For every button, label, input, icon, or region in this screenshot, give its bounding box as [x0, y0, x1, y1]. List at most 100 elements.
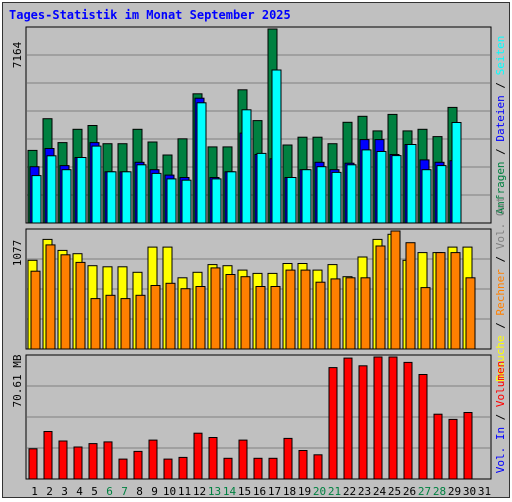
bar-seiten-day-26 — [406, 144, 417, 224]
bar-volumen-day-29 — [448, 418, 458, 480]
bar-volumen-day-24 — [373, 356, 383, 480]
x-tick-label: 20 — [313, 485, 326, 498]
bar-seiten-day-12 — [196, 102, 207, 224]
ymax-label: 1077 — [11, 240, 24, 267]
bar-rechner-day-16 — [255, 286, 266, 350]
bar-rechner-day-8 — [135, 294, 146, 350]
bar-rechner-day-23 — [360, 277, 371, 350]
x-tick-label: 14 — [223, 485, 237, 498]
bar-volumen-day-19 — [298, 450, 308, 480]
bar-rechner-day-5 — [90, 298, 101, 350]
bar-seiten-day-7 — [121, 171, 132, 224]
bar-seiten-day-29 — [451, 122, 462, 224]
x-tick-label: 24 — [373, 485, 387, 498]
bar-seiten-day-19 — [301, 169, 312, 224]
bar-seiten-day-24 — [376, 151, 387, 224]
x-tick-label: 13 — [208, 485, 221, 498]
bar-volumen-day-30 — [463, 412, 473, 480]
bar-rechner-day-26 — [405, 242, 416, 350]
bar-seiten-day-25 — [391, 155, 402, 224]
bar-volumen-day-8 — [133, 450, 143, 480]
bar-seiten-day-5 — [91, 145, 102, 224]
bar-seiten-day-21 — [331, 171, 342, 224]
x-tick-label: 23 — [358, 485, 371, 498]
bar-seiten-day-23 — [361, 149, 372, 224]
bar-rechner-day-10 — [165, 282, 176, 350]
bar-seiten-day-9 — [151, 172, 162, 224]
bar-volumen-day-15 — [238, 439, 248, 480]
x-tick-label: 7 — [121, 485, 128, 498]
x-tick-label: 31 — [478, 485, 491, 498]
bar-volumen-day-26 — [403, 361, 413, 480]
bar-seiten-day-8 — [136, 164, 147, 224]
bar-rechner-day-19 — [300, 269, 311, 350]
x-tick-label: 27 — [418, 485, 431, 498]
bar-volumen-day-18 — [283, 437, 293, 480]
ymax-label: 70.61 MB — [11, 354, 24, 407]
bar-rechner-day-17 — [270, 286, 281, 350]
bar-volumen-day-4 — [73, 446, 83, 480]
x-tick-label: 16 — [253, 485, 266, 498]
legend-item: Dateien — [494, 95, 507, 141]
x-tick-label: 4 — [76, 485, 83, 498]
legend-bottom: Vol. In / Volumen — [494, 361, 507, 474]
legend-item: Rechner — [494, 269, 507, 316]
bar-volumen-day-16 — [253, 457, 263, 480]
bar-rechner-day-22 — [345, 277, 356, 350]
bar-seiten-day-4 — [76, 157, 87, 224]
x-tick-label: 28 — [433, 485, 446, 498]
bar-rechner-day-27 — [420, 287, 431, 350]
legend-separator: / — [494, 315, 507, 335]
legend-separator: / — [494, 407, 507, 427]
legend-item: Vol. Out — [494, 196, 507, 249]
legend-separator: / — [494, 249, 507, 269]
bar-rechner-day-28 — [435, 252, 446, 350]
bar-volumen-day-20 — [313, 454, 323, 480]
bar-seiten-day-13 — [211, 178, 222, 224]
bar-seiten-day-22 — [346, 164, 357, 224]
legend-separator: / — [494, 142, 507, 162]
x-tick-label: 11 — [178, 485, 191, 498]
legend-item: Vol. In — [494, 427, 507, 473]
bar-seiten-day-2 — [46, 155, 57, 224]
bar-rechner-day-24 — [375, 245, 386, 350]
bar-rechner-day-20 — [315, 281, 326, 350]
bar-volumen-day-14 — [223, 457, 233, 480]
bar-volumen-day-27 — [418, 374, 428, 480]
x-tick-label: 19 — [298, 485, 311, 498]
bar-rechner-day-18 — [285, 269, 296, 350]
bar-seiten-day-15 — [241, 109, 252, 224]
bar-volumen-day-17 — [268, 457, 278, 480]
bar-volumen-day-1 — [28, 448, 38, 480]
x-tick-label: 1 — [31, 485, 38, 498]
x-tick-label: 18 — [283, 485, 296, 498]
x-tick-label: 8 — [136, 485, 143, 498]
bar-seiten-day-11 — [181, 179, 192, 224]
bar-rechner-day-3 — [60, 254, 71, 350]
bar-rechner-day-21 — [330, 278, 341, 350]
bar-seiten-day-28 — [436, 165, 447, 224]
x-tick-label: 25 — [388, 485, 401, 498]
bar-volumen-day-25 — [388, 356, 398, 480]
legend-item: Anfragen — [494, 161, 507, 214]
bar-rechner-day-2 — [45, 244, 56, 350]
chart-title: Tages-Statistik im Monat September 2025 — [9, 8, 291, 22]
legend-separator: / — [494, 75, 507, 95]
x-tick-label: 2 — [46, 485, 53, 498]
bar-seiten-day-14 — [226, 171, 237, 224]
bar-rechner-day-13 — [210, 267, 221, 350]
x-tick-label: 3 — [61, 485, 68, 498]
bar-rechner-day-4 — [75, 261, 86, 350]
bar-seiten-day-16 — [256, 152, 267, 224]
bar-volumen-day-21 — [328, 367, 338, 480]
legend-item: Volumen — [494, 361, 507, 407]
bar-volumen-day-10 — [163, 458, 173, 480]
bar-rechner-day-9 — [150, 285, 161, 350]
bar-rechner-day-7 — [120, 298, 131, 350]
bar-rechner-day-14 — [225, 274, 236, 350]
bar-volumen-day-28 — [433, 413, 443, 480]
legend-item: Besuche — [494, 335, 507, 381]
bar-rechner-day-30 — [465, 277, 476, 350]
bar-volumen-day-7 — [118, 458, 128, 480]
